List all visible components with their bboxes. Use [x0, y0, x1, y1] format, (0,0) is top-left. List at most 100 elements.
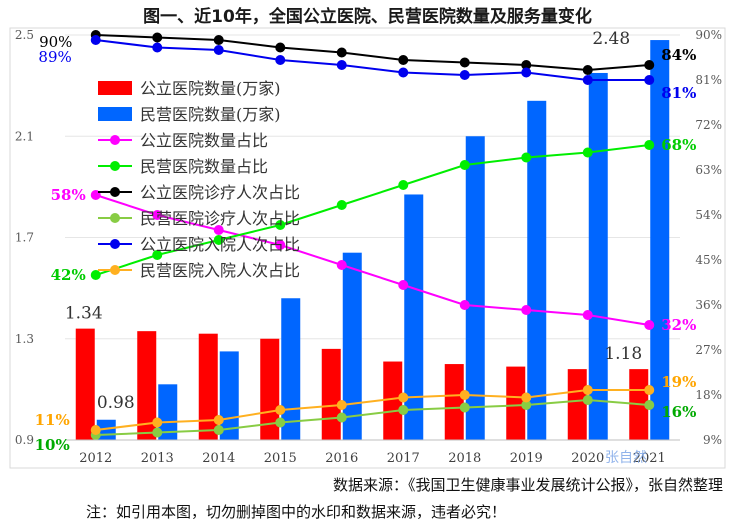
series-point	[275, 417, 286, 428]
series-point	[152, 210, 163, 220]
bar	[281, 298, 301, 440]
legend-label: 民营医院入院人次占比	[140, 261, 300, 280]
series-point	[275, 240, 286, 250]
series-point	[398, 280, 409, 290]
series-point	[521, 67, 532, 78]
series-point	[582, 65, 593, 75]
legend-label: 民营医院数量(万家)	[140, 105, 281, 124]
x-tick-label: 2019	[510, 451, 543, 466]
series-point	[275, 405, 286, 415]
series-point	[582, 395, 593, 405]
series-point	[398, 405, 409, 415]
series-point	[644, 400, 655, 410]
series-point	[152, 417, 163, 428]
right-tick-label: 72%	[695, 118, 722, 132]
series-point	[459, 57, 470, 68]
right-tick-label: 45%	[695, 253, 722, 267]
series-line	[95, 398, 650, 436]
x-tick-label: 2014	[202, 451, 235, 466]
left-tick-label: 1.7	[15, 231, 34, 245]
data-label: 1.18	[604, 344, 642, 364]
legend-swatch	[98, 107, 132, 121]
legend-marker	[110, 265, 120, 275]
bar	[527, 100, 547, 440]
bar	[404, 194, 424, 440]
data-label: 19%	[661, 373, 696, 391]
series-point	[582, 75, 593, 85]
legend-label: 公立医院数量(万家)	[140, 79, 281, 98]
series-point	[398, 67, 409, 78]
series-point	[644, 385, 655, 395]
series-point	[459, 300, 470, 310]
series-point	[336, 412, 347, 423]
series-point	[582, 385, 593, 395]
bar	[137, 331, 157, 440]
legend-marker	[110, 135, 120, 145]
bar	[588, 72, 608, 440]
series-point	[644, 140, 655, 150]
series-point	[336, 400, 347, 410]
left-tick-label: 0.9	[15, 433, 34, 447]
legend: 公立医院数量(万家) 民营医院数量(万家) 公立医院数量占比民营医院数量占比公立医院…	[98, 79, 300, 280]
x-tick-label: 2012	[79, 451, 112, 466]
bar	[465, 136, 485, 440]
legend-marker	[110, 187, 120, 197]
bar	[75, 328, 95, 440]
series-point	[582, 147, 593, 158]
right-tick-label: 81%	[695, 73, 722, 87]
data-label: 2.48	[592, 29, 630, 49]
x-tick-label: 2018	[448, 451, 481, 466]
series-point	[644, 320, 655, 330]
series-point	[275, 42, 286, 53]
data-labels: 1.34 0.98 1.18 2.48 90%89% 58% 42% 11% 10% 84% 81%…	[35, 29, 697, 454]
x-tick-label: 2016	[325, 451, 358, 466]
data-label: 58%	[51, 186, 86, 204]
series-point	[213, 225, 224, 235]
data-label: 32%	[661, 316, 696, 334]
legend-marker	[110, 161, 120, 171]
data-label: 89%	[38, 48, 71, 66]
data-label: 11%	[35, 411, 70, 429]
series-point	[398, 55, 409, 65]
x-tick-label: 2017	[387, 451, 420, 466]
bar	[567, 369, 587, 440]
series-point	[459, 390, 470, 400]
usage-note: 注：如引用本图，切勿删掉图中的水印和数据来源，违者必究！	[86, 503, 507, 521]
series-line	[95, 39, 650, 81]
bar	[260, 338, 280, 440]
series-point	[90, 270, 101, 280]
series-point	[152, 32, 163, 43]
x-tick-label: 2013	[141, 451, 174, 466]
right-tick-label: 63%	[695, 163, 722, 177]
series-point	[152, 42, 163, 53]
right-tick-label: 90%	[695, 28, 722, 42]
series-point	[582, 310, 593, 320]
data-label: 0.98	[97, 393, 135, 413]
data-label: 68%	[661, 136, 696, 154]
series-point	[398, 392, 409, 403]
data-label: 84%	[661, 46, 696, 64]
legend-label: 民营医院诊疗人次占比	[140, 209, 300, 228]
series-point	[459, 402, 470, 413]
right-tick-label: 18%	[695, 388, 722, 402]
legend-label: 公立医院入院人次占比	[140, 235, 300, 254]
series-point	[521, 152, 532, 163]
data-label: 81%	[661, 84, 696, 102]
series-point	[336, 47, 347, 58]
series-point	[644, 75, 655, 85]
series-point	[521, 400, 532, 410]
series-point	[152, 427, 163, 438]
series-point	[275, 55, 286, 65]
data-label: 10%	[35, 436, 70, 454]
series-point	[152, 250, 163, 260]
x-tick-label: 2015	[264, 451, 297, 466]
legend-marker	[110, 213, 120, 223]
series-point	[213, 45, 224, 55]
series-point	[336, 60, 347, 70]
bars	[75, 40, 670, 440]
axes: 0.9 1.3 1.7 2.1 2.5 9% 18% 27% 36% 45% 54% 63% 72% 81…	[15, 28, 722, 466]
data-label: 16%	[661, 403, 696, 421]
series-point	[90, 425, 101, 435]
series-point	[521, 305, 532, 315]
watermark: 张自然	[605, 449, 647, 466]
